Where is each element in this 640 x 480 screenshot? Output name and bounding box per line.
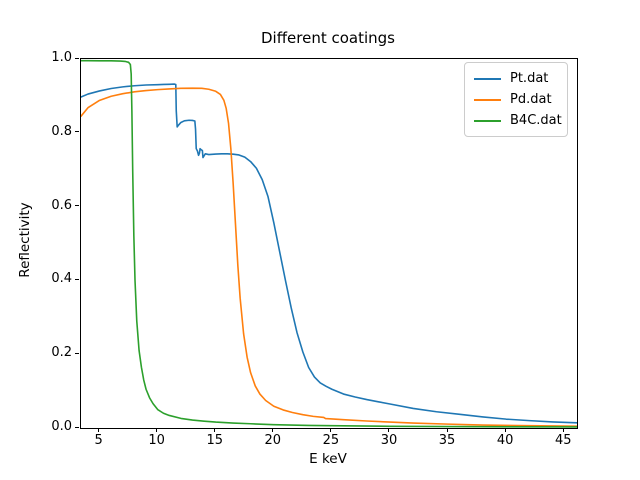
x-tick — [446, 428, 448, 432]
legend-item-b4c-dat: B4C.dat — [474, 110, 562, 131]
series-line-b4c-dat — [81, 59, 577, 428]
legend-line-sample-b4c-dat — [474, 119, 501, 122]
legend-line-sample-pd-dat — [474, 98, 501, 101]
y-tick — [75, 131, 79, 133]
x-axis-label: E keV — [309, 451, 347, 467]
x-tick — [388, 428, 390, 432]
x-tick-label: 20 — [264, 433, 282, 448]
x-tick-label: 10 — [148, 433, 165, 448]
series-line-pt-dat — [81, 83, 577, 424]
x-tick — [214, 428, 216, 432]
x-tick-label: 40 — [496, 433, 514, 448]
x-tick — [272, 428, 274, 432]
series-canvas — [81, 59, 577, 428]
legend: Pt.dat Pd.dat B4C.dat — [464, 62, 568, 137]
y-tick-label: 0.0 — [51, 419, 72, 434]
x-tick — [330, 428, 332, 432]
y-axis-label: Reflectivity — [17, 202, 33, 278]
y-tick-label: 1.0 — [51, 50, 72, 65]
x-tick — [98, 428, 100, 432]
y-tick — [75, 278, 79, 280]
x-tick-label: 45 — [554, 433, 572, 448]
legend-label: Pt.dat — [510, 71, 549, 86]
x-tick-label: 25 — [322, 433, 340, 448]
x-tick-label: 35 — [438, 433, 456, 448]
x-tick — [156, 428, 158, 432]
y-tick-label: 0.4 — [51, 271, 72, 287]
y-tick-label: 0.2 — [51, 345, 72, 361]
legend-item-pd-dat: Pd.dat — [474, 89, 559, 110]
chart-title: Different coatings — [260, 29, 395, 47]
legend-line-sample-pt-dat — [474, 77, 501, 80]
y-tick — [75, 352, 79, 354]
y-tick — [75, 426, 79, 428]
x-tick — [562, 428, 564, 432]
x-tick-label: 30 — [380, 433, 398, 448]
y-tick-label: 0.6 — [51, 197, 72, 213]
y-tick — [75, 205, 79, 207]
x-tick — [504, 428, 506, 432]
x-tick-label: 15 — [206, 433, 223, 448]
x-tick-label: 5 — [94, 433, 103, 448]
y-tick-label: 0.8 — [51, 123, 72, 139]
legend-label: Pd.dat — [510, 92, 552, 107]
y-tick — [75, 57, 79, 59]
legend-label: B4C.dat — [510, 113, 562, 128]
series-line-pd-dat — [81, 87, 577, 427]
legend-item-pt-dat: Pt.dat — [474, 68, 559, 89]
plot-area: Pt.dat Pd.dat B4C.dat — [80, 58, 578, 429]
